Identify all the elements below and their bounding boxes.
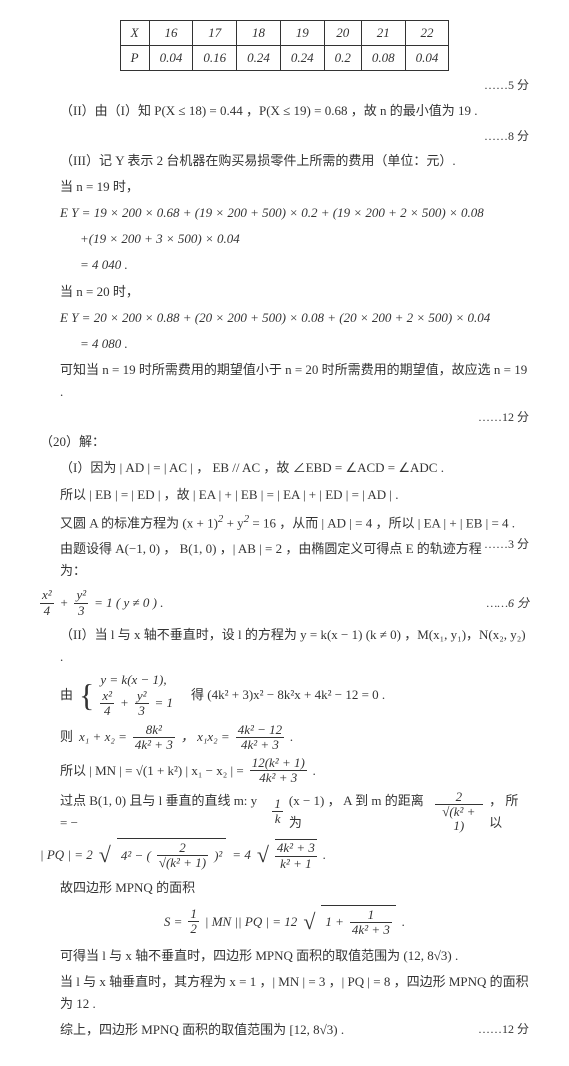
you-label: 由 bbox=[60, 684, 73, 706]
s-pre: S = bbox=[164, 911, 183, 933]
q20-p1-l2: 所以 | EB | = | ED | ，故 | EA | + | EB | = … bbox=[40, 484, 529, 506]
pq-pre: | PQ | = 2 bbox=[40, 844, 93, 866]
score-note: ……3 分 bbox=[484, 534, 529, 554]
n20-when: 当 n = 20 时， bbox=[40, 281, 529, 303]
area-intro: 故四边形 MPNQ 的面积 bbox=[40, 877, 529, 899]
mn-line: 所以 | MN | = √(1 + k²) | x₁ − x₂ | = 12(k… bbox=[40, 756, 529, 786]
ey19-line2: +(19 × 200 + 3 × 500) × 0.04 bbox=[40, 228, 529, 250]
s-mid: | MN || PQ | = 12 bbox=[205, 911, 297, 933]
distribution-table: X 16 17 18 19 20 21 22 P 0.04 0.16 0.24 … bbox=[40, 20, 529, 71]
score-note: ……12 分 bbox=[478, 1019, 529, 1039]
x-val: 21 bbox=[361, 21, 405, 46]
part3-intro: （III）记 Y 表示 2 台机器在购买易损零件上所需的费用（单位：元）. bbox=[40, 150, 529, 172]
perp-line: 过点 B(1, 0) 且与 l 垂直的直线 m: y = − 1k (x − 1… bbox=[40, 790, 529, 834]
x-val: 18 bbox=[237, 21, 281, 46]
p-val: 0.16 bbox=[193, 46, 237, 71]
table-row: X 16 17 18 19 20 21 22 bbox=[120, 21, 449, 46]
score-note: ……8 分 bbox=[40, 126, 529, 146]
ey19-line3: = 4 040 . bbox=[40, 254, 529, 276]
x-val: 19 bbox=[280, 21, 324, 46]
p-val: 0.04 bbox=[149, 46, 193, 71]
range-l3-text: 综上，四边形 MPNQ 面积的取值范围为 [12, 8√3) . bbox=[60, 1022, 344, 1037]
text: = 16 ，从而 | AD | = 4 ，所以 | EA | + | EB | … bbox=[249, 515, 515, 530]
q20-p1-l3: 又圆 A 的标准方程为 (x + 1)2 + y2 = 16 ，从而 | AD … bbox=[40, 510, 529, 534]
area-formula: S = 12 | MN || PQ | = 12 √ 1 + 14k² + 3 … bbox=[40, 905, 529, 940]
table-row: P 0.04 0.16 0.24 0.24 0.2 0.08 0.04 bbox=[120, 46, 449, 71]
text: 又圆 A 的标准方程为 (x + 1) bbox=[60, 515, 218, 530]
score-note: ……5 分 bbox=[40, 75, 529, 95]
perp-c: ， 所以 bbox=[489, 790, 529, 834]
p-val: 0.24 bbox=[237, 46, 281, 71]
prod-tail: . bbox=[290, 726, 293, 748]
sum-pre: x₁ + x₂ = bbox=[79, 726, 127, 748]
sum-prod-line: 则 x₁ + x₂ = 8k²4k² + 3 ， x₁x₂ = 4k² − 12… bbox=[40, 723, 529, 753]
p-val: 0.2 bbox=[324, 46, 361, 71]
score-note: ……6 分 bbox=[487, 593, 529, 613]
prod-pre: ， x₁x₂ = bbox=[181, 726, 230, 748]
plus-sign: + bbox=[60, 592, 69, 614]
x-val: 22 bbox=[405, 21, 449, 46]
p-val: 0.08 bbox=[361, 46, 405, 71]
pq-eq: = 4 bbox=[232, 844, 251, 866]
q20-p1-l4: 由题设得 A(−1, 0) ， B(1, 0) ，| AB | = 2 ，由椭圆… bbox=[40, 538, 529, 582]
text: + y bbox=[223, 515, 243, 530]
q20-p1-l1: （I）因为 | AD | = | AC | ， EB // AC ，故 ∠EBD… bbox=[40, 457, 529, 479]
sys-bot-tail: = 1 bbox=[155, 695, 174, 712]
ellipse-equation: x²4 + y²3 = 1 ( y ≠ 0 ) . ……6 分 bbox=[40, 588, 529, 618]
pq-line: | PQ | = 2 √ 4² − ( 2√(k² + 1) )² = 4 √ … bbox=[40, 838, 529, 873]
perp-a: 过点 B(1, 0) 且与 l 垂直的直线 m: y = − bbox=[60, 790, 266, 834]
conclusion19: 可知当 n = 19 时所需费用的期望值小于 n = 20 时所需费用的期望值，… bbox=[40, 359, 529, 403]
system-equations: 由 { y = k(x − 1), x²4 + y²3 = 1 得 (4k² +… bbox=[40, 672, 529, 718]
ze-label: 则 bbox=[60, 726, 73, 748]
ey20-line1: E Y = 20 × 200 × 0.88 + (20 × 200 + 500)… bbox=[40, 307, 529, 329]
range-l3: 综上，四边形 MPNQ 面积的取值范围为 [12, 8√3) . ……12 分 bbox=[40, 1019, 529, 1041]
pq-inner-b: )² bbox=[214, 845, 222, 867]
ey20-line2: = 4 080 . bbox=[40, 333, 529, 355]
q20-p2-l1: （II）当 l 与 x 轴不垂直时，设 l 的方程为 y = k(x − 1) … bbox=[40, 624, 529, 668]
score-note: ……12 分 bbox=[40, 407, 529, 427]
eq-tail: = 1 ( y ≠ 0 ) . bbox=[94, 592, 163, 614]
sys-bot: x²4 + y²3 = 1 bbox=[100, 689, 173, 719]
range-l1: 可得当 l 与 x 轴不垂直时，四边形 MPNQ 面积的取值范围为 (12, 8… bbox=[40, 945, 529, 967]
sys-top: y = k(x − 1), bbox=[100, 672, 173, 689]
perp-b: (x − 1) ， A 到 m 的距离为 bbox=[289, 790, 429, 834]
p-val: 0.24 bbox=[280, 46, 324, 71]
q20-header: （20）解： bbox=[40, 431, 529, 453]
s-tail: . bbox=[402, 911, 405, 933]
mn-tail: . bbox=[313, 760, 316, 782]
x-val: 20 bbox=[324, 21, 361, 46]
ey19-line1: E Y = 19 × 200 × 0.68 + (19 × 200 + 500)… bbox=[40, 202, 529, 224]
part2-text: （II）由（I）知 P(X ≤ 18) = 0.44 ，P(X ≤ 19) = … bbox=[40, 100, 529, 122]
s-inner-pre: 1 + bbox=[325, 911, 344, 933]
de-label: 得 (4k² + 3)x² − 8k²x + 4k² − 12 = 0 . bbox=[191, 684, 385, 706]
p-val: 0.04 bbox=[405, 46, 449, 71]
x-val: 16 bbox=[149, 21, 193, 46]
mn-pre: 所以 | MN | = √(1 + k²) | x₁ − x₂ | = bbox=[60, 760, 244, 782]
pq-tail: . bbox=[323, 844, 326, 866]
pq-inner-a: 4² − ( bbox=[121, 845, 151, 867]
n19-when: 当 n = 19 时， bbox=[40, 176, 529, 198]
p-label: P bbox=[120, 46, 149, 71]
range-l2: 当 l 与 x 轴垂直时，其方程为 x = 1 ，| MN | = 3 ，| P… bbox=[40, 971, 529, 1015]
x-label: X bbox=[120, 21, 149, 46]
x-val: 17 bbox=[193, 21, 237, 46]
